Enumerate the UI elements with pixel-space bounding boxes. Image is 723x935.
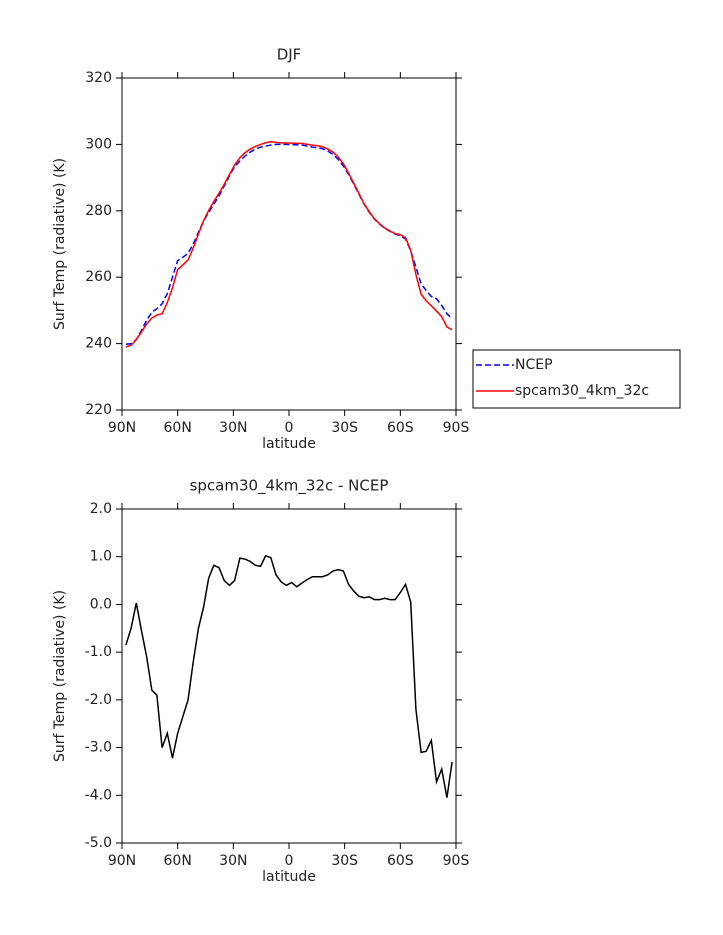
data-line bbox=[125, 143, 453, 346]
x-axis-label: latitude bbox=[262, 436, 316, 452]
x-tick-label: 90N bbox=[108, 853, 136, 869]
y-tick-label: 1.0 bbox=[90, 549, 112, 565]
plot-frame bbox=[121, 508, 457, 844]
x-tick-label: 60N bbox=[164, 853, 192, 869]
y-tick-label: 300 bbox=[85, 136, 112, 152]
y-tick-label: 0.0 bbox=[90, 596, 112, 612]
chart-title: spcam30_4km_32c - NCEP bbox=[190, 477, 389, 496]
y-tick-label: -4.0 bbox=[85, 787, 112, 803]
y-tick-label: -2.0 bbox=[85, 692, 112, 708]
chart-title: DJF bbox=[277, 46, 302, 64]
x-tick-label: 60S bbox=[387, 853, 414, 869]
x-tick-label: 60S bbox=[387, 420, 414, 436]
x-tick-label: 0 bbox=[285, 420, 294, 436]
x-tick-label: 60N bbox=[164, 420, 192, 436]
x-tick-label: 30N bbox=[219, 420, 247, 436]
x-tick-label: 30S bbox=[331, 853, 358, 869]
y-tick-label: 320 bbox=[85, 70, 112, 86]
y-tick-label: 280 bbox=[85, 203, 112, 219]
x-tick-label: 90S bbox=[443, 420, 470, 436]
x-tick-label: 30S bbox=[331, 420, 358, 436]
y-tick-label: -1.0 bbox=[85, 644, 112, 660]
y-tick-label: -3.0 bbox=[85, 740, 112, 756]
data-line bbox=[125, 140, 453, 348]
legend-box bbox=[472, 349, 681, 409]
data-line bbox=[125, 554, 453, 798]
x-tick-label: 90N bbox=[108, 420, 136, 436]
y-tick-label: -5.0 bbox=[85, 835, 112, 851]
plot-frame bbox=[121, 77, 457, 411]
legend-label: NCEP bbox=[515, 357, 553, 373]
y-axis-label: Surf Temp (radiative) (K) bbox=[52, 158, 68, 330]
x-tick-label: 90S bbox=[443, 853, 470, 869]
y-tick-label: 260 bbox=[85, 269, 112, 285]
x-tick-label: 30N bbox=[219, 853, 247, 869]
y-axis-label: Surf Temp (radiative) (K) bbox=[52, 590, 68, 762]
legend-label: spcam30_4km_32c bbox=[515, 383, 649, 399]
x-axis-label: latitude bbox=[262, 869, 316, 885]
y-tick-label: 240 bbox=[85, 336, 112, 352]
y-tick-label: 220 bbox=[85, 402, 112, 418]
y-tick-label: 2.0 bbox=[90, 501, 112, 517]
x-tick-label: 0 bbox=[285, 853, 294, 869]
